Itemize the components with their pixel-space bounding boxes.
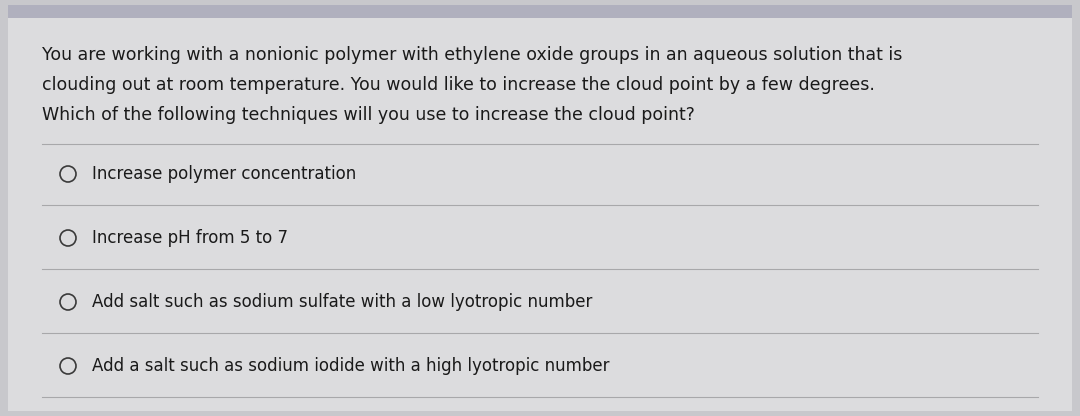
- Text: Increase pH from 5 to 7: Increase pH from 5 to 7: [92, 229, 288, 247]
- FancyBboxPatch shape: [8, 5, 1072, 18]
- FancyBboxPatch shape: [8, 5, 1072, 411]
- Text: Add a salt such as sodium iodide with a high lyotropic number: Add a salt such as sodium iodide with a …: [92, 357, 609, 375]
- Text: You are working with a nonionic polymer with ethylene oxide groups in an aqueous: You are working with a nonionic polymer …: [42, 46, 903, 64]
- Text: Add salt such as sodium sulfate with a low lyotropic number: Add salt such as sodium sulfate with a l…: [92, 293, 592, 311]
- Text: clouding out at room temperature. You would like to increase the cloud point by : clouding out at room temperature. You wo…: [42, 76, 875, 94]
- Text: Increase polymer concentration: Increase polymer concentration: [92, 165, 356, 183]
- Text: Which of the following techniques will you use to increase the cloud point?: Which of the following techniques will y…: [42, 106, 694, 124]
